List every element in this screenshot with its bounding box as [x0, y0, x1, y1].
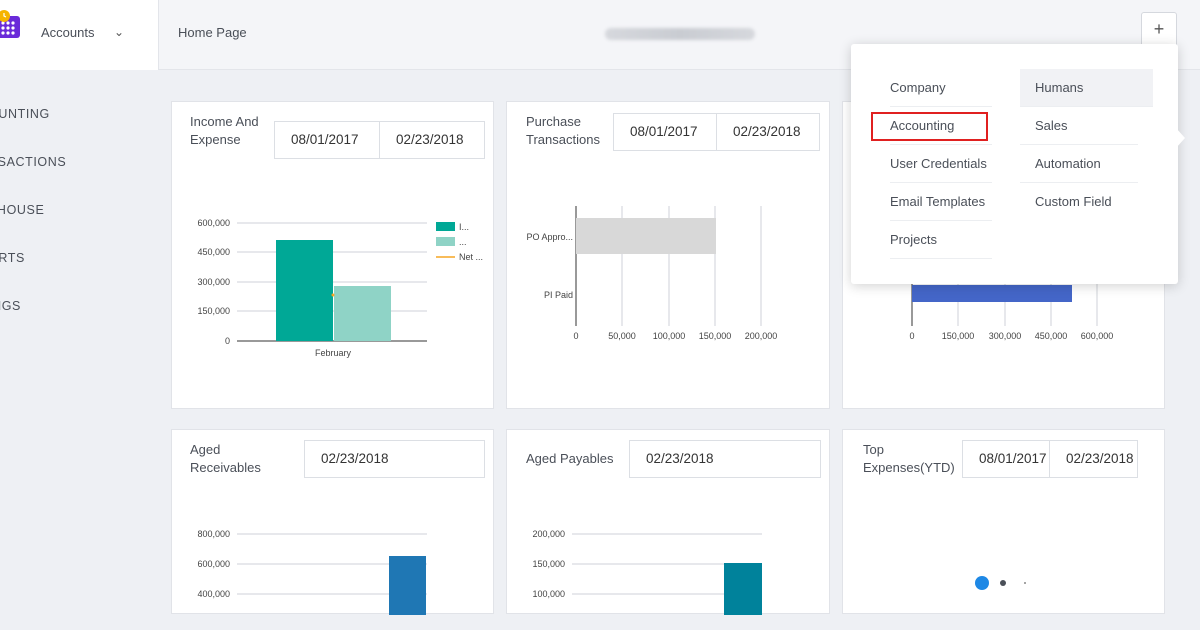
data-bar[interactable]: [389, 556, 426, 615]
y-tick-label: 450,000: [197, 247, 230, 257]
y-tick-label: PO Appro...: [526, 232, 573, 242]
x-tick-label: 0: [573, 331, 578, 341]
legend-swatch-income: [436, 222, 455, 231]
sidebar-item-transactions[interactable]: NSACTIONS: [0, 155, 67, 169]
page-title: Home Page: [178, 25, 247, 40]
app-name[interactable]: Accounts: [41, 25, 95, 40]
income-expense-card: Income And Expense 08/01/2017 02/23/2018…: [171, 101, 494, 409]
purchase-transactions-card: Purchase Transactions 08/01/2017 02/23/2…: [506, 101, 830, 409]
menu-item-accounting[interactable]: Accounting: [890, 107, 992, 145]
card-title: Aged Payables: [526, 451, 614, 466]
aged-receivables-card: Aged Receivables 02/23/2018 800,000 600,…: [171, 429, 494, 615]
menu-item-custom-field[interactable]: Custom Field: [1035, 194, 1112, 209]
y-tick-label: 300,000: [197, 277, 230, 287]
to-date-field[interactable]: 02/23/2018: [1049, 440, 1138, 478]
third-chart: 0 150,000 300,000 450,000 600,000: [909, 282, 1114, 341]
card-title: Aged Receivables: [190, 442, 261, 475]
menu-pointer-arrow: [1176, 128, 1185, 148]
x-tick-label: 300,000: [989, 331, 1022, 341]
date-field[interactable]: 02/23/2018: [304, 440, 485, 478]
y-tick-label: 800,000: [197, 529, 230, 539]
aged-payables-card: Aged Payables 02/23/2018 200,000 150,000…: [506, 429, 830, 615]
income-expense-chart: 600,000 450,000 300,000 150,000 0 Februa…: [197, 218, 483, 358]
y-tick-label: 600,000: [197, 559, 230, 569]
data-bar[interactable]: [912, 285, 1072, 302]
menu-item-humans[interactable]: Humans: [1020, 69, 1153, 107]
chevron-down-icon[interactable]: ⌄: [114, 25, 125, 39]
x-tick-label: 0: [909, 331, 914, 341]
top-expenses-card: Top Expenses(YTD) 08/01/2017 02/23/2018: [842, 429, 1165, 614]
legend-swatch-expense: [436, 237, 455, 246]
to-date-field[interactable]: 02/23/2018: [379, 121, 485, 159]
top-bar: Accounts ⌄ Home Page +: [0, 0, 1200, 70]
legend-label: Net ...: [459, 252, 483, 262]
menu-item-projects[interactable]: Projects: [890, 221, 992, 259]
from-date-field[interactable]: 08/01/2017: [613, 113, 717, 151]
y-tick-label: 150,000: [197, 306, 230, 316]
legend-label: ...: [459, 237, 467, 247]
sidebar-item-warehouse[interactable]: EHOUSE: [0, 203, 45, 217]
sidebar-item-reports[interactable]: ORTS: [0, 251, 25, 265]
add-dropdown-menu: Company Accounting User Credentials Emai…: [851, 44, 1178, 284]
x-tick-label: 450,000: [1035, 331, 1068, 341]
from-date-field[interactable]: 08/01/2017: [274, 121, 380, 159]
menu-item-company[interactable]: Company: [890, 69, 992, 107]
loading-dot: [1024, 582, 1026, 584]
loading-dot: [975, 576, 989, 590]
y-tick-label: 100,000: [532, 589, 565, 599]
x-tick-label: February: [315, 348, 352, 358]
x-tick-label: 150,000: [699, 331, 732, 341]
from-date-field[interactable]: 08/01/2017: [962, 440, 1051, 478]
data-bar[interactable]: [724, 563, 762, 615]
card-title: Income And Expense: [190, 114, 259, 147]
expense-bar[interactable]: [334, 286, 391, 341]
legend-label: I...: [459, 222, 469, 232]
aged-payables-chart: 200,000 150,000 100,000: [532, 529, 762, 615]
brand-switcher[interactable]: Accounts ⌄: [0, 0, 159, 70]
menu-item-email-templates[interactable]: Email Templates: [890, 183, 992, 221]
y-tick-label: 150,000: [532, 559, 565, 569]
loading-dot: [1000, 580, 1006, 586]
aged-receivables-chart: 800,000 600,000 400,000: [197, 529, 427, 615]
add-button[interactable]: +: [1141, 12, 1177, 48]
card-title: Top Expenses(YTD): [863, 442, 955, 475]
menu-item-user-credentials[interactable]: User Credentials: [890, 145, 992, 183]
x-tick-label: 50,000: [608, 331, 636, 341]
menu-item-automation[interactable]: Automation: [1020, 145, 1138, 183]
date-field[interactable]: 02/23/2018: [629, 440, 821, 478]
purchase-chart: PO Appro... PI Paid 0 50,000 100,000 150…: [526, 206, 778, 341]
income-bar[interactable]: [276, 240, 333, 341]
sidebar-item-accounting[interactable]: OUNTING: [0, 107, 50, 121]
highlight-box: [871, 112, 988, 141]
y-tick-label: 0: [225, 336, 230, 346]
app-logo-icon: [0, 10, 20, 38]
to-date-field[interactable]: 02/23/2018: [716, 113, 820, 151]
po-approval-bar[interactable]: [576, 218, 716, 254]
card-title: Purchase Transactions: [526, 114, 600, 147]
y-tick-label: 400,000: [197, 589, 230, 599]
x-tick-label: 100,000: [653, 331, 686, 341]
x-tick-label: 600,000: [1081, 331, 1114, 341]
y-tick-label: PI Paid: [544, 290, 573, 300]
y-tick-label: 600,000: [197, 218, 230, 228]
y-tick-label: 200,000: [532, 529, 565, 539]
company-name-blurred: [605, 28, 755, 40]
menu-item-sales[interactable]: Sales: [1020, 107, 1138, 145]
net-point: [331, 293, 335, 297]
x-tick-label: 200,000: [745, 331, 778, 341]
x-tick-label: 150,000: [942, 331, 975, 341]
